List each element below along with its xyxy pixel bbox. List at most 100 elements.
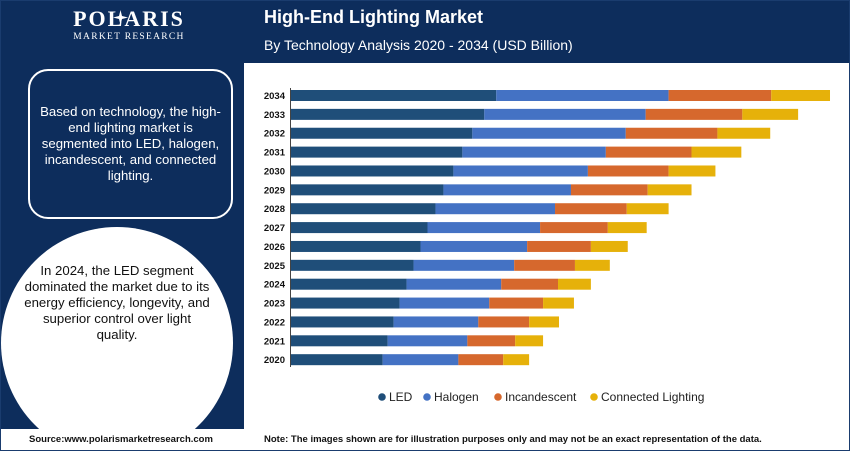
bar-led-2033 [291, 108, 485, 120]
bar-connected-lighting-2024 [558, 278, 591, 290]
bar-incandescent-2030 [587, 165, 669, 177]
bar-connected-lighting-2033 [742, 108, 799, 120]
bar-halogen-2031 [462, 146, 606, 158]
bar-incandescent-2025 [514, 259, 575, 271]
bar-connected-lighting-2027 [607, 222, 647, 234]
bar-incandescent-2021 [467, 335, 516, 347]
y-tick-label-2022: 2022 [264, 317, 285, 328]
bar-led-2025 [291, 259, 414, 271]
bar-led-2028 [291, 203, 436, 215]
bar-incandescent-2028 [555, 203, 627, 215]
bar-led-2024 [291, 278, 407, 290]
legend: LED Halogen Incandescent Connected Lighting [378, 390, 704, 404]
legend-label-led: LED [389, 390, 413, 404]
bar-led-2029 [291, 184, 444, 196]
bar-incandescent-2020 [458, 354, 504, 366]
bar-halogen-2033 [484, 108, 646, 120]
y-tick-label-2025: 2025 [264, 261, 286, 272]
y-tick-label-2023: 2023 [264, 299, 285, 310]
bar-incandescent-2027 [540, 222, 608, 234]
bar-halogen-2020 [382, 354, 459, 366]
bar-halogen-2021 [387, 335, 468, 347]
bar-connected-lighting-2029 [647, 184, 692, 196]
highlight-text: In 2024, the LED segment dominated the m… [24, 263, 210, 342]
y-tick-label-2026: 2026 [264, 242, 285, 253]
bar-connected-lighting-2030 [668, 165, 716, 177]
bar-halogen-2028 [435, 203, 556, 215]
y-tick-label-2034: 2034 [264, 91, 286, 102]
chart-title: High-End Lighting Market [264, 7, 483, 27]
bar-connected-lighting-2026 [590, 240, 628, 252]
source-text: Source:www.polarismarketresearch.com [29, 434, 213, 445]
bar-led-2020 [291, 354, 383, 366]
y-tick-label-2030: 2030 [264, 166, 285, 177]
bar-led-2021 [291, 335, 388, 347]
bar-halogen-2027 [427, 222, 541, 234]
y-tick-label-2020: 2020 [264, 355, 285, 366]
bar-incandescent-2032 [625, 127, 718, 139]
bar-incandescent-2033 [645, 108, 743, 120]
legend-label-halogen: Halogen [434, 390, 479, 404]
y-tick-label-2028: 2028 [264, 204, 285, 215]
bar-halogen-2022 [393, 316, 479, 328]
segmentation-summary-box: Based on technology, the high-end lighti… [28, 69, 233, 219]
bar-led-2031 [291, 146, 463, 158]
bar-led-2022 [291, 316, 394, 328]
chart-subtitle: By Technology Analysis 2020 - 2034 (USD … [264, 37, 573, 53]
bar-connected-lighting-2034 [771, 90, 831, 101]
y-tick-label-2024: 2024 [264, 280, 286, 291]
bar-connected-lighting-2025 [574, 259, 610, 271]
bar-connected-lighting-2028 [626, 203, 669, 215]
y-tick-label-2031: 2031 [264, 148, 286, 159]
legend-marker-led [378, 393, 386, 401]
disclaimer-note: Note: The images shown are for illustrat… [264, 434, 762, 445]
highlight-circle: In 2024, the LED segment dominated the m… [1, 227, 233, 429]
legend-label-connected-lighting: Connected Lighting [601, 390, 704, 404]
bar-halogen-2030 [453, 165, 588, 177]
legend-marker-halogen [423, 393, 431, 401]
bar-connected-lighting-2022 [529, 316, 560, 328]
bar-incandescent-2024 [501, 278, 559, 290]
bar-incandescent-2031 [605, 146, 692, 158]
bar-connected-lighting-2032 [717, 127, 771, 139]
footer: Source:www.polarismarketresearch.com Not… [1, 429, 849, 450]
bar-connected-lighting-2023 [543, 297, 574, 309]
y-tick-label-2029: 2029 [264, 185, 285, 196]
segmentation-summary-text: Based on technology, the high-end lighti… [40, 104, 221, 183]
bar-halogen-2034 [496, 90, 669, 101]
bar-incandescent-2026 [527, 240, 591, 252]
bar-halogen-2026 [420, 240, 528, 252]
logo-name: POLARIS [73, 6, 185, 31]
bars-group [291, 90, 831, 366]
bar-led-2027 [291, 222, 428, 234]
chart-header: High-End Lighting Market By Technology A… [244, 1, 849, 63]
bar-halogen-2023 [399, 297, 490, 309]
legend-marker-incandescent [494, 393, 502, 401]
y-tick-label-2033: 2033 [264, 110, 285, 121]
bar-led-2030 [291, 165, 454, 177]
bar-led-2032 [291, 127, 473, 139]
bar-connected-lighting-2031 [691, 146, 742, 158]
legend-marker-connected-lighting [590, 393, 598, 401]
bar-led-2023 [291, 297, 400, 309]
bar-halogen-2024 [406, 278, 502, 290]
chart-area: 2034 2033 2032 2031 2030 2029 2028 2027 2026 2025… [244, 63, 849, 429]
bar-connected-lighting-2021 [515, 335, 544, 347]
bar-incandescent-2023 [489, 297, 544, 309]
bar-led-2034 [291, 90, 497, 101]
y-tick-label-2027: 2027 [264, 223, 285, 234]
bar-halogen-2025 [413, 259, 515, 271]
y-tick-label-2032: 2032 [264, 129, 285, 140]
star-icon [113, 10, 128, 25]
bar-halogen-2032 [472, 127, 626, 139]
bar-incandescent-2022 [478, 316, 530, 328]
bar-connected-lighting-2020 [503, 354, 530, 366]
logo-subtitle: MARKET RESEARCH [73, 32, 185, 42]
left-panel: POLARIS MARKET RESEARCH Based on technol… [1, 1, 244, 429]
bar-led-2026 [291, 240, 421, 252]
stacked-bar-chart: 2034 2033 2032 2031 2030 2029 2028 2027 2026 2025… [264, 88, 831, 404]
bar-incandescent-2029 [570, 184, 648, 196]
legend-label-incandescent: Incandescent [505, 390, 577, 404]
y-tick-labels: 2034 2033 2032 2031 2030 2029 2028 2027 2026 2025… [264, 91, 286, 366]
